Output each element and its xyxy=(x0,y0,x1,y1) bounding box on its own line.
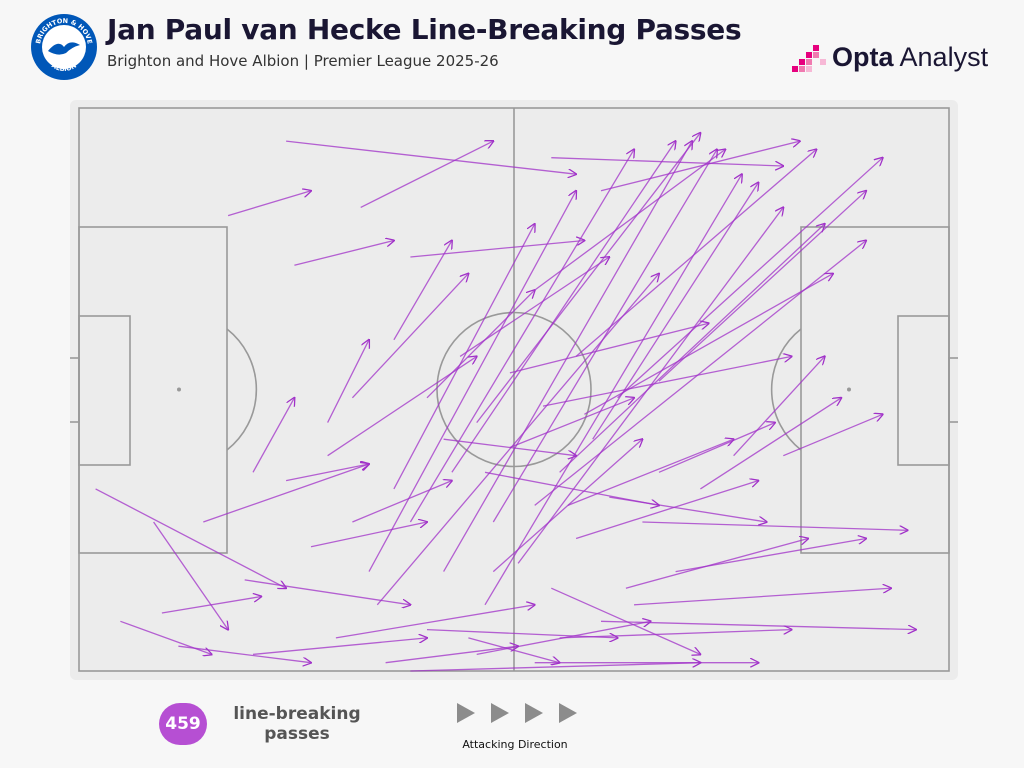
pass-arrow xyxy=(120,620,211,654)
pass-arrow xyxy=(410,241,584,258)
pass-arrow xyxy=(551,157,783,166)
pass-arrows xyxy=(95,133,916,672)
pass-arrow xyxy=(484,471,659,505)
pass-arrow xyxy=(600,620,916,629)
pass-arrow xyxy=(592,183,759,440)
left-goal xyxy=(70,357,80,423)
pass-arrow xyxy=(567,439,734,507)
pass-arrow xyxy=(153,521,229,630)
right-penalty-arc xyxy=(770,328,802,451)
brand-wordmark: Opta Analyst xyxy=(832,42,989,72)
pass-arrow xyxy=(443,438,576,456)
seagull-icon xyxy=(48,42,80,55)
pass-arrow xyxy=(409,149,634,523)
pass-arrow xyxy=(534,241,866,506)
pass-arrow xyxy=(625,539,808,589)
pass-arrow xyxy=(617,158,883,399)
pass-arrow xyxy=(484,174,742,606)
pass-arrow xyxy=(393,241,452,341)
pass-arrow xyxy=(559,224,825,473)
pass-arrow xyxy=(426,290,535,399)
pass-arrow xyxy=(203,464,369,523)
pass-arrow xyxy=(517,207,783,564)
pass-arrow xyxy=(559,630,792,639)
pass-arrow xyxy=(509,323,709,374)
pass-arrow xyxy=(783,414,882,457)
crest-bottom-text: ALBION xyxy=(50,61,78,73)
pass-arrow xyxy=(584,274,833,415)
pass-arrow xyxy=(551,587,700,654)
pass-arrow xyxy=(658,423,775,473)
pass-arrow xyxy=(542,356,792,407)
page-title: Jan Paul van Hecke Line-Breaking Passes xyxy=(107,13,742,46)
attacking-direction-arrows-icon xyxy=(457,703,577,723)
direction-arrow-icon xyxy=(559,703,577,723)
pass-arrow xyxy=(509,398,634,449)
pass-arrow xyxy=(286,140,576,174)
left-penalty-spot xyxy=(177,387,181,392)
pass-arrow xyxy=(575,481,758,540)
pass-arrow xyxy=(600,141,800,192)
pass-arrow xyxy=(385,646,518,664)
pass-arrow xyxy=(575,149,816,357)
pass-arrow xyxy=(642,521,907,530)
centre-circle xyxy=(436,311,592,468)
pass-arrow xyxy=(459,257,609,357)
pass-arrow xyxy=(410,663,700,672)
pass-arrow xyxy=(368,191,576,572)
opta-logo-icon xyxy=(792,45,826,72)
pass-arrow xyxy=(360,141,494,208)
pass-arrow xyxy=(335,605,535,639)
pass-arrow xyxy=(161,597,261,614)
pass-arrow xyxy=(492,439,642,573)
pass-arrow xyxy=(451,141,676,473)
pass-arrow xyxy=(352,481,452,523)
pass-arrow xyxy=(178,645,311,663)
pass-arrow xyxy=(95,488,287,588)
pass-arrow xyxy=(393,224,535,490)
attacking-direction-label: Attacking Direction xyxy=(462,738,568,751)
pass-arrow xyxy=(351,274,468,399)
pass-arrow xyxy=(700,398,841,490)
left-penalty-arc xyxy=(226,328,258,451)
pass-arrow xyxy=(252,638,427,656)
pass-count-badge: 459 xyxy=(159,703,207,745)
direction-arrow-icon xyxy=(491,703,509,723)
direction-arrow-icon xyxy=(525,703,543,723)
pass-arrow xyxy=(476,133,701,423)
pass-arrow xyxy=(294,241,394,266)
pass-arrow xyxy=(492,149,717,523)
right-goal xyxy=(948,357,958,423)
pass-arrow xyxy=(244,579,411,605)
pass-arrow xyxy=(327,340,369,423)
brighton-crest-icon: BRIGHTON & HOVE ALBION xyxy=(31,14,97,80)
opta-analyst-logo: Opta Analyst xyxy=(790,40,988,76)
pass-count-label: line-breaking passes xyxy=(233,704,361,744)
pass-arrow xyxy=(634,588,891,606)
pass-arrow xyxy=(376,274,659,606)
pass-arrow xyxy=(733,356,825,457)
pass-arrow xyxy=(658,191,866,382)
pass-arrow xyxy=(534,149,726,291)
pass-arrow xyxy=(443,141,692,572)
right-penalty-spot xyxy=(847,387,851,392)
page-subtitle: Brighton and Hove Albion | Premier Leagu… xyxy=(107,52,499,70)
pitch-markings xyxy=(70,107,958,672)
pass-map-chart xyxy=(70,100,958,680)
pass-arrow xyxy=(310,522,427,548)
pass-arrow xyxy=(285,464,369,482)
pass-arrow xyxy=(227,191,311,217)
direction-arrow-icon xyxy=(457,703,475,723)
pass-arrow xyxy=(252,398,294,473)
